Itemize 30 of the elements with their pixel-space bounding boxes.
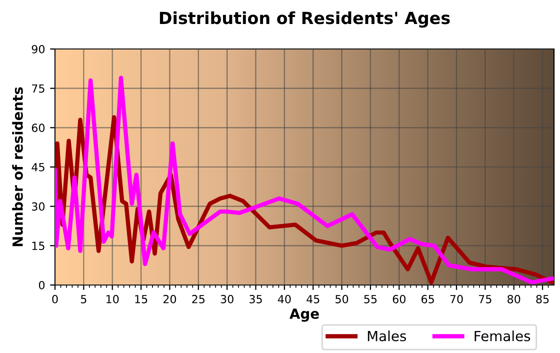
chart-title: Distribution of Residents' Ages <box>160 11 450 28</box>
legend-label: Females <box>474 330 530 342</box>
y-tick-label: 75 <box>32 84 44 93</box>
x-tick-label: 60 <box>392 294 406 304</box>
legend-label: Males <box>368 330 406 342</box>
x-tick-label: 65 <box>422 294 434 304</box>
x-tick-label: 70 <box>450 294 463 304</box>
x-tick-label: 80 <box>508 294 520 304</box>
x-tick-label: 20 <box>163 294 176 304</box>
x-tick-label: 45 <box>306 295 320 304</box>
y-tick-label: 0 <box>38 280 45 290</box>
x-tick-label: 50 <box>336 294 348 304</box>
y-tick-label: 45 <box>32 163 44 172</box>
x-tick-label: 30 <box>220 294 234 304</box>
x-tick-label: 15 <box>135 295 148 304</box>
x-tick-label: 85 <box>536 294 549 304</box>
x-tick-label: 0 <box>52 294 58 304</box>
x-tick-label: 40 <box>278 294 291 304</box>
y-axis-title: Number of residents <box>12 87 23 246</box>
x-tick-label: 35 <box>250 294 262 304</box>
y-tick-label: 30 <box>32 202 45 211</box>
y-tick-label: 90 <box>32 44 45 54</box>
x-tick-label: 5 <box>81 295 86 304</box>
x-tick-label: 10 <box>106 294 119 304</box>
x-axis-title: Age <box>290 308 319 322</box>
y-tick-label: 15 <box>32 242 44 250</box>
y-tick-label: 60 <box>32 124 45 132</box>
x-tick-label: 75 <box>479 295 492 304</box>
x-tick-label: 25 <box>192 294 204 304</box>
x-tick-label: 55 <box>364 295 377 304</box>
